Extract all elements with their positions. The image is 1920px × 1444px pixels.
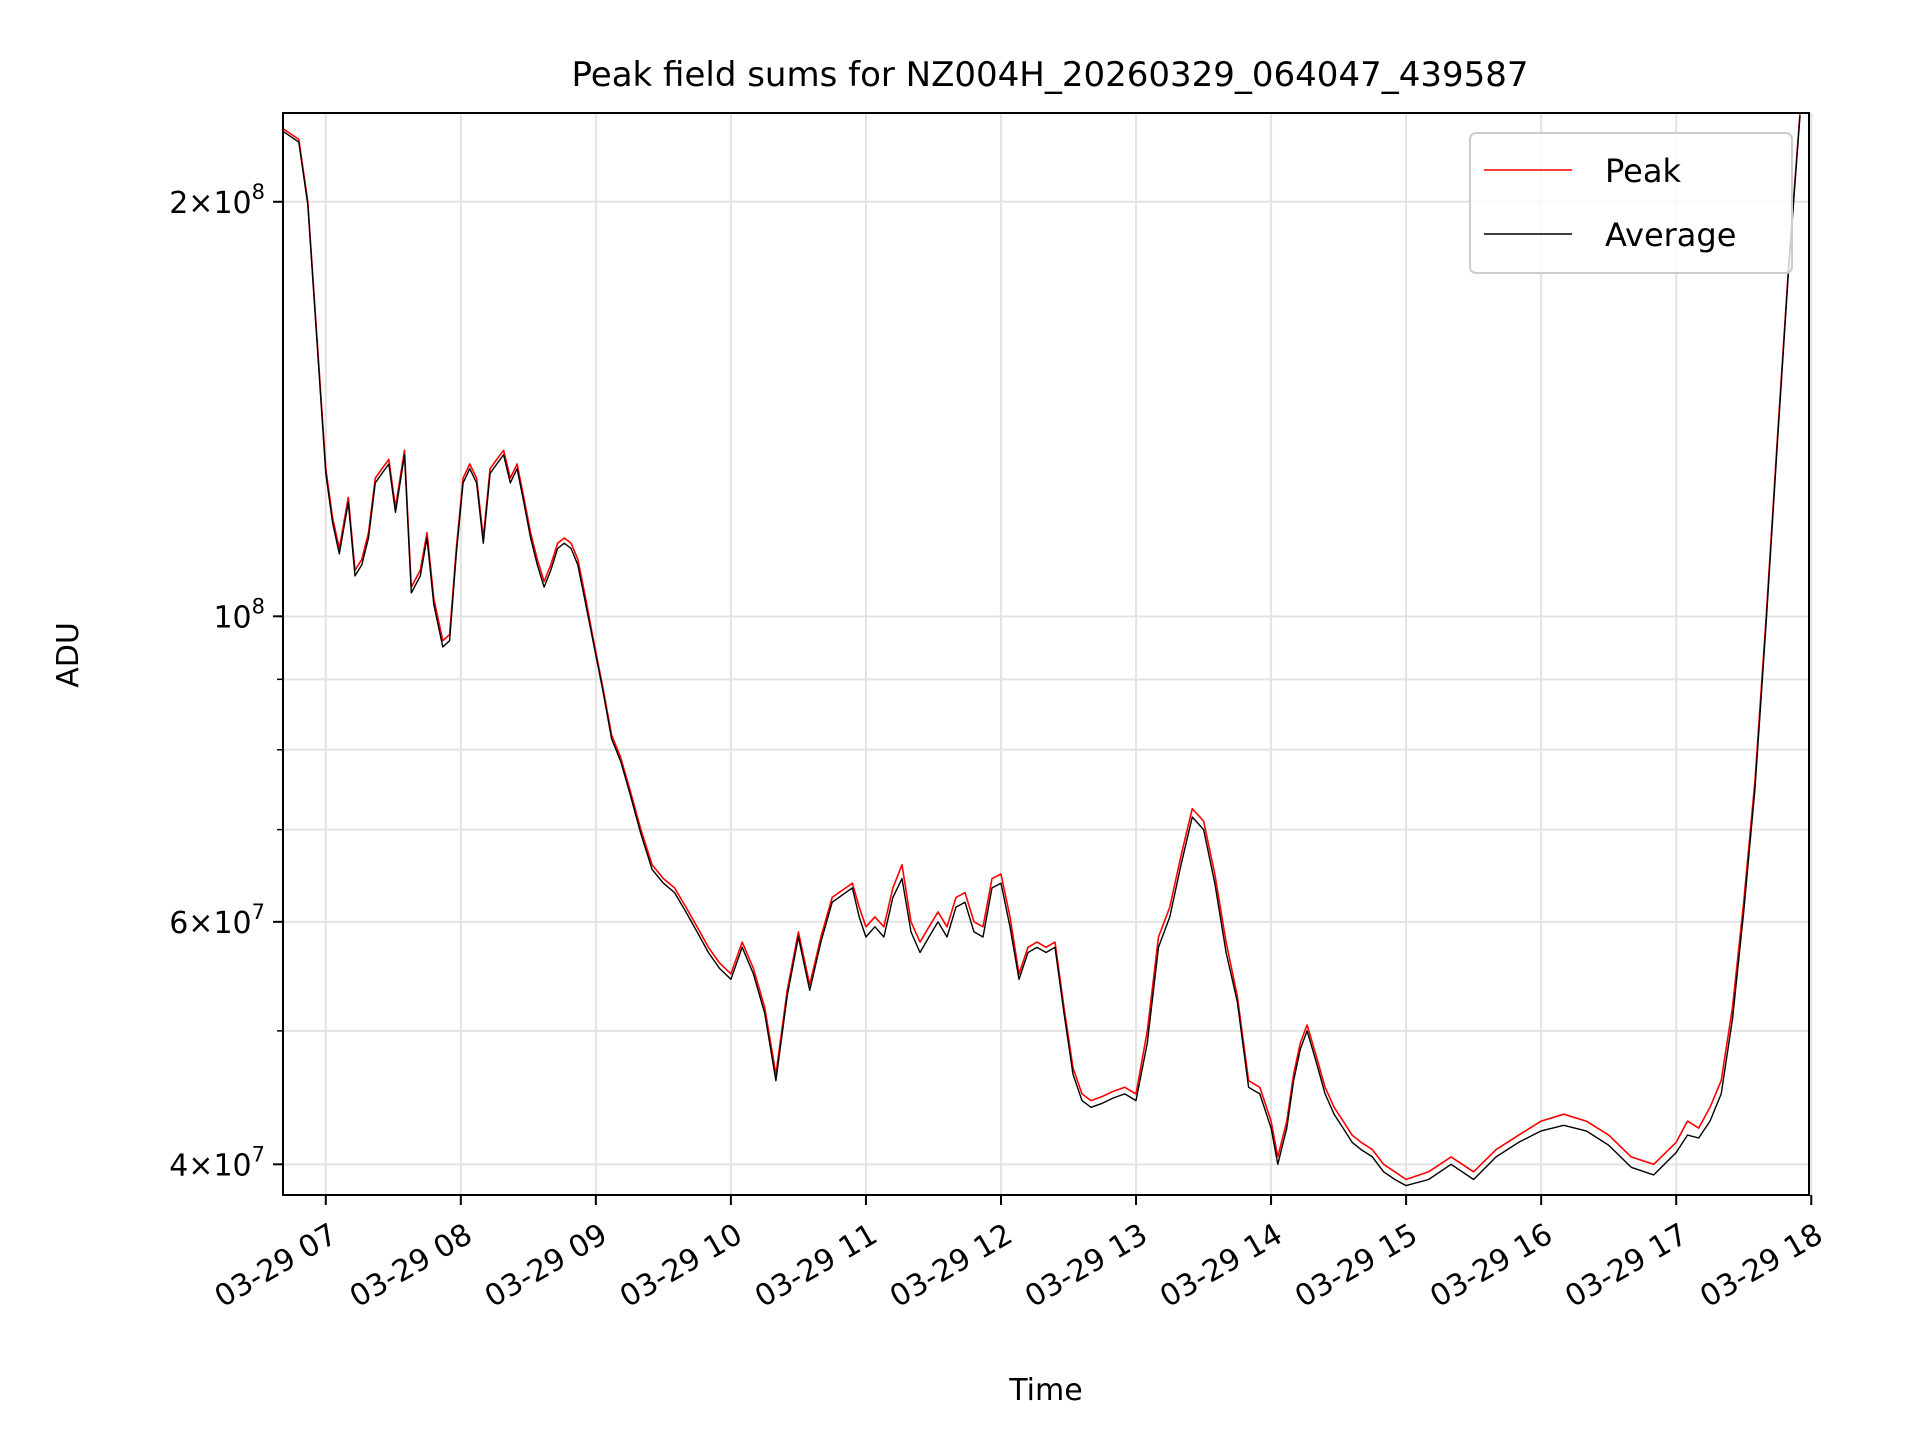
series-line-average	[282, 115, 1801, 1187]
x-tick-label: 03-29 08	[344, 1217, 478, 1315]
x-tick-label: 03-29 13	[1019, 1217, 1153, 1315]
x-tick-label: 03-29 15	[1289, 1217, 1423, 1315]
legend-average-label: Average	[1605, 216, 1736, 254]
x-tick-label: 03-29 17	[1559, 1217, 1693, 1315]
y-axis: 4×107 6×107 108 2×108	[169, 180, 283, 1183]
x-tick-label: 03-29 10	[614, 1217, 748, 1315]
x-tick-label: 03-29 14	[1154, 1217, 1288, 1315]
chart-title: Peak field sums for NZ004H_20260329_0640…	[572, 55, 1529, 95]
series-line-peak	[282, 112, 1801, 1181]
plot-frame	[282, 112, 1810, 1196]
x-tick-label: 03-29 09	[479, 1217, 613, 1315]
x-tick-label: 03-29 12	[884, 1217, 1018, 1315]
series-layer	[282, 112, 1801, 1187]
x-tick-label: 03-29 16	[1424, 1217, 1558, 1315]
x-tick-label: 03-29 18	[1694, 1217, 1828, 1315]
y-tick-label: 4×107	[169, 1142, 265, 1183]
x-axis-label: Time	[1008, 1373, 1082, 1408]
legend: Peak Average	[1469, 132, 1793, 274]
legend-box	[1469, 132, 1793, 274]
x-tick-label: 03-29 07	[209, 1217, 343, 1315]
legend-peak-label: Peak	[1605, 152, 1681, 190]
y-tick-label: 6×107	[169, 900, 265, 941]
x-axis: 03-29 07 03-29 08 03-29 09 03-29 10 03-29 11…	[209, 1195, 1829, 1315]
y-axis-label: ADU	[51, 622, 86, 688]
y-tick-label: 108	[213, 594, 265, 635]
x-tick-label: 03-29 11	[749, 1217, 883, 1315]
grid	[283, 113, 1813, 1195]
y-tick-label: 2×108	[169, 180, 265, 221]
